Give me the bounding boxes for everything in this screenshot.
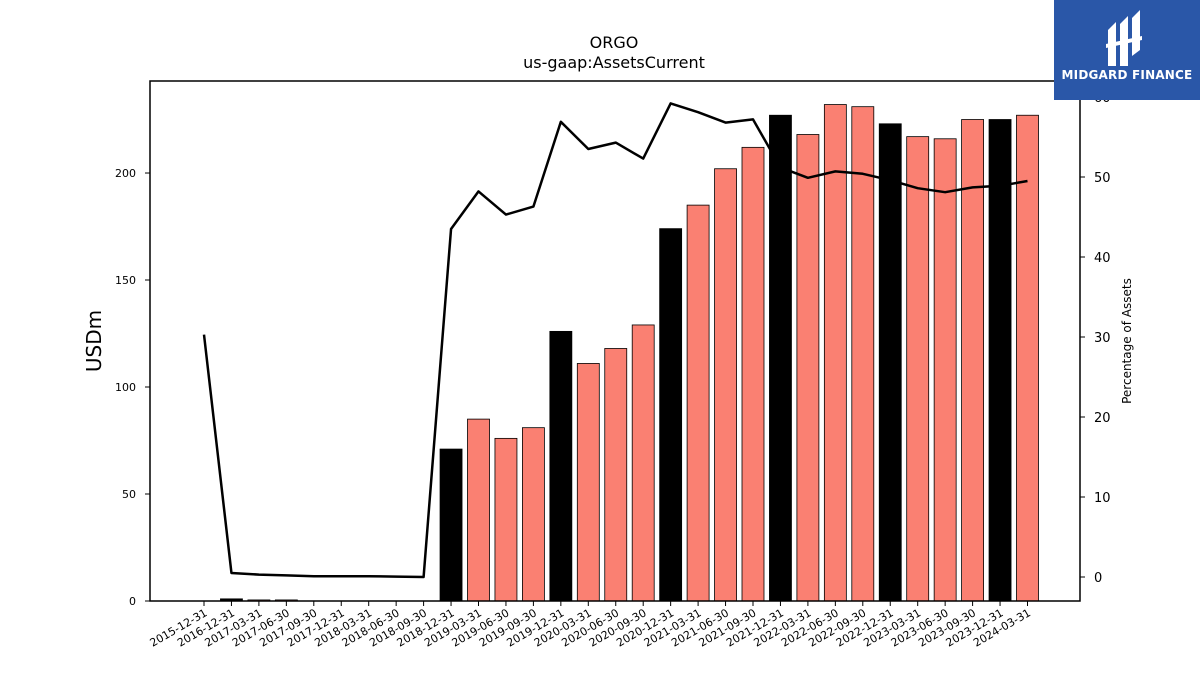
bar-2022-12-31 — [878, 123, 902, 602]
y2-tick-label: 0 — [1094, 571, 1102, 586]
y2-axis-label: Percentage of Assets — [1120, 278, 1134, 404]
bar-2018-12-31 — [439, 448, 463, 602]
bar-2019-12-31 — [549, 330, 573, 602]
line-group — [202, 102, 1028, 579]
y2-tick-label: 50 — [1094, 171, 1111, 186]
y-tick-label: 50 — [122, 488, 136, 501]
y2-tick-label: 40 — [1094, 251, 1111, 266]
y2-tick-label: 20 — [1094, 411, 1111, 426]
bar-2023-09-30 — [961, 119, 984, 602]
bar-2019-03-31 — [467, 418, 490, 602]
y-tick-label: 150 — [115, 274, 136, 287]
bar-2021-12-31 — [769, 114, 792, 602]
bar-2020-06-30 — [604, 348, 628, 602]
bar-2021-09-30 — [741, 146, 765, 602]
bar-2023-03-31 — [906, 136, 930, 602]
logo-mark-icon — [1106, 10, 1142, 66]
plot-frame — [149, 80, 1081, 602]
y2-tick-label: 30 — [1094, 331, 1111, 346]
percentage-line — [202, 102, 1028, 579]
bar-2022-09-30 — [851, 106, 875, 602]
bar-2021-03-31 — [686, 204, 710, 602]
logo-text: MIDGARD FINANCE — [1061, 68, 1193, 82]
y2-tick-label: 10 — [1094, 491, 1111, 506]
bar-2024-03-31 — [1016, 114, 1039, 602]
y-tick-label: 100 — [115, 381, 136, 394]
bars-group — [220, 104, 1039, 602]
bar-2019-06-30 — [494, 437, 518, 602]
bar-2023-12-31 — [988, 119, 1012, 602]
chart-subtitle: us-gaap:AssetsCurrent — [523, 53, 705, 72]
y-tick-label: 200 — [115, 167, 136, 180]
chart-title: ORGO — [590, 33, 639, 52]
midgard-finance-logo: MIDGARD FINANCE — [1054, 0, 1200, 100]
y-axis-label: USDm — [82, 310, 106, 372]
bar-2022-06-30 — [823, 104, 847, 602]
bar-2022-03-31 — [796, 134, 820, 602]
bar-2020-09-30 — [631, 324, 655, 602]
bar-2020-12-31 — [659, 228, 683, 602]
bar-2019-09-30 — [522, 427, 545, 602]
y-tick-label: 0 — [129, 595, 136, 608]
bar-2021-06-30 — [714, 168, 737, 602]
bar-2023-06-30 — [933, 138, 957, 602]
bar-2020-03-31 — [576, 363, 600, 602]
